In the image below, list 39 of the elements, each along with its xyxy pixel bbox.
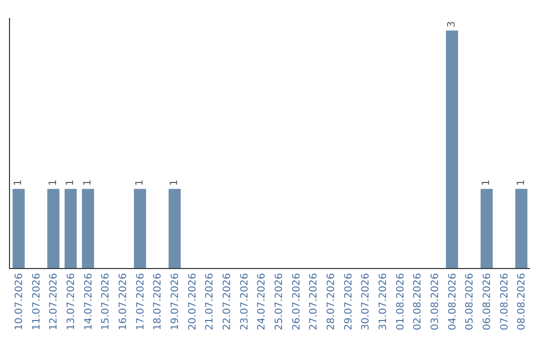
data-label: 3 bbox=[446, 21, 458, 28]
x-tick-label: 03.08.2026 bbox=[430, 273, 441, 330]
x-tick-label: 05.08.2026 bbox=[464, 273, 476, 330]
x-tick-label: 04.08.2026 bbox=[447, 273, 458, 330]
x-tick-label: 17.07.2026 bbox=[135, 273, 146, 330]
data-label: 1 bbox=[48, 179, 59, 186]
x-tick-label: 02.08.2026 bbox=[412, 273, 424, 330]
x-tick-label: 29.07.2026 bbox=[343, 273, 354, 330]
x-tick-label: 18.07.2026 bbox=[152, 273, 164, 330]
data-label: 1 bbox=[82, 179, 94, 186]
x-tick-label: 08.08.2026 bbox=[516, 273, 528, 330]
x-tick-label: 25.07.2026 bbox=[274, 273, 285, 330]
x-tick-label: 21.07.2026 bbox=[204, 273, 216, 330]
x-tick-label: 28.07.2026 bbox=[326, 273, 337, 330]
x-tick-label: 20.07.2026 bbox=[187, 273, 198, 330]
data-label: 1 bbox=[481, 179, 492, 186]
x-tick-label: 14.07.2026 bbox=[83, 273, 94, 330]
x-tick-label: 24.07.2026 bbox=[256, 273, 268, 330]
data-label: 1 bbox=[516, 179, 527, 186]
data-label: 1 bbox=[13, 179, 24, 186]
x-tick-label: 26.07.2026 bbox=[291, 273, 302, 330]
x-tick-label: 16.07.2026 bbox=[118, 273, 129, 330]
x-tick-label: 13.07.2026 bbox=[66, 273, 77, 330]
x-tick-label: 06.08.2026 bbox=[482, 273, 493, 330]
x-tick-label: 30.07.2026 bbox=[360, 273, 372, 330]
x-tick-label: 11.07.2026 bbox=[31, 273, 42, 330]
x-tick-label: 22.07.2026 bbox=[222, 273, 233, 330]
x-tick-label: 19.07.2026 bbox=[170, 273, 181, 330]
x-tick-label: 31.07.2026 bbox=[378, 273, 389, 330]
x-tick-label: 12.07.2026 bbox=[48, 273, 60, 330]
x-tick-label: 07.08.2026 bbox=[499, 273, 510, 330]
x-tick-label: 23.07.2026 bbox=[239, 273, 250, 330]
x-tick-label: 10.07.2026 bbox=[14, 273, 25, 330]
data-label: 1 bbox=[65, 179, 76, 186]
x-tick-label: 15.07.2026 bbox=[100, 273, 112, 330]
data-label: 1 bbox=[134, 179, 146, 186]
data-label: 1 bbox=[169, 179, 180, 186]
x-tick-label: 27.07.2026 bbox=[308, 273, 320, 330]
x-tick-label: 01.08.2026 bbox=[395, 273, 406, 330]
